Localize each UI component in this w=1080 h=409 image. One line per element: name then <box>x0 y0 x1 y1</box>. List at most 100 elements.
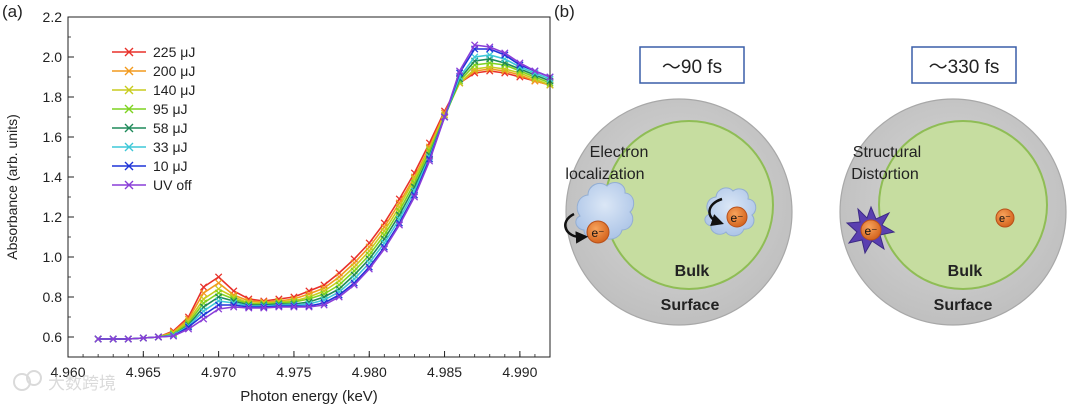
legend: 225 μJ 200 μJ 140 μJ 95 μJ 58 μJ 33 μJ 10 μJ UV… <box>112 44 195 193</box>
legend-marker <box>124 180 134 190</box>
data-point <box>199 289 208 297</box>
electron-icon <box>726 206 748 228</box>
data-point <box>275 303 283 311</box>
legend-item: 140 μJ <box>112 82 195 98</box>
y-tick-label: 1.8 <box>43 89 63 105</box>
legend-marker <box>124 161 134 171</box>
surface-label-right: Surface <box>934 297 993 314</box>
data-point <box>365 265 373 273</box>
legend-label: 10 μJ <box>153 158 188 174</box>
y-tick-label: 1.0 <box>43 249 63 265</box>
time-label-right: ～330 fs <box>929 57 1000 78</box>
data-point <box>335 293 343 301</box>
distortion-site-right: e⁻ <box>845 205 896 255</box>
electron-symbol: e⁻ <box>999 213 1011 225</box>
data-point <box>516 61 524 69</box>
data-point <box>275 302 283 310</box>
electron-symbol: e⁻ <box>730 211 743 225</box>
data-point <box>199 283 208 291</box>
data-point <box>471 41 479 49</box>
data-point <box>395 221 404 229</box>
x-tick-label: 4.980 <box>352 364 387 380</box>
data-point <box>350 279 358 287</box>
curved-arrow-icon <box>564 212 589 244</box>
data-point <box>214 305 223 313</box>
series-layer <box>94 41 554 343</box>
watermark-logo-icon <box>13 373 31 391</box>
data-point <box>425 157 434 165</box>
data-point <box>380 245 388 253</box>
data-point <box>290 302 298 310</box>
legend-item: 33 μJ <box>112 139 188 155</box>
data-point <box>320 301 328 309</box>
y-tick-label: 1.6 <box>43 129 63 145</box>
legend-marker <box>124 66 134 76</box>
data-point <box>184 325 193 333</box>
data-point <box>214 279 223 287</box>
electron-cloud-bulk-left: e⁻ <box>704 187 757 237</box>
bulk-label-right: Bulk <box>948 263 983 280</box>
nanoparticle-right: ～330 fs Structural Distortion e⁻ e⁻ Bulk… <box>839 46 1067 326</box>
y-tick-label: 1.2 <box>43 209 63 225</box>
data-point <box>169 332 178 340</box>
legend-marker <box>124 142 134 152</box>
data-point <box>154 333 163 341</box>
nanoparticle-left: ～90 fs Electron localization e⁻ e⁻ Bulk … <box>564 46 793 326</box>
watermark-text: 大数跨境 <box>48 374 116 393</box>
legend-marker <box>124 85 134 95</box>
panel-a-label: (a) <box>2 2 23 21</box>
bulk-label-left: Bulk <box>675 263 710 280</box>
watermark: 大数跨境 <box>13 370 116 393</box>
x-tick-label: 4.985 <box>427 364 462 380</box>
data-point <box>199 315 208 323</box>
process-label-right-line2: Distortion <box>851 166 919 183</box>
legend-label: UV off <box>153 177 192 193</box>
legend-marker <box>124 123 134 133</box>
process-label-left-line2: localization <box>565 166 644 183</box>
y-tick-label: 1.4 <box>43 169 63 185</box>
data-point <box>335 291 343 299</box>
electron-bulk-right: e⁻ <box>995 208 1015 228</box>
electron-symbol: e⁻ <box>591 226 604 240</box>
data-point <box>501 49 509 57</box>
data-point <box>516 59 524 67</box>
electron-symbol: e⁻ <box>864 224 877 238</box>
legend-item: UV off <box>112 177 192 193</box>
watermark-logo-icon <box>26 370 42 386</box>
data-point <box>109 335 117 343</box>
data-point <box>245 304 253 312</box>
legend-label: 58 μJ <box>153 120 188 136</box>
data-point <box>305 302 313 310</box>
y-tick-label: 0.6 <box>43 329 63 345</box>
time-box-right <box>911 46 1017 84</box>
legend-label: 140 μJ <box>153 82 195 98</box>
data-point <box>471 53 479 61</box>
data-point <box>290 303 298 311</box>
data-point <box>365 263 373 271</box>
legend-item: 95 μJ <box>112 101 188 117</box>
legend-marker <box>124 104 134 114</box>
legend-marker <box>124 47 134 57</box>
data-point <box>260 303 268 311</box>
data-point <box>455 67 464 75</box>
electron-icon <box>860 219 882 241</box>
y-axis-label: Absorbance (arb. units) <box>4 114 20 260</box>
panel-b-label: (b) <box>554 2 575 21</box>
process-label-right-line1: Structural <box>853 144 921 161</box>
axes-layer: 4.960 4.965 4.970 4.975 4.980 4.985 4.990 0.6 0.… <box>43 9 551 380</box>
time-label-left: ～90 fs <box>662 57 722 78</box>
y-tick-label: 0.8 <box>43 289 63 305</box>
y-tick-label: 2.0 <box>43 49 63 65</box>
data-point <box>486 43 494 51</box>
data-point <box>169 331 178 339</box>
data-point <box>139 334 147 342</box>
x-axis-label: Photon energy (keV) <box>240 388 378 405</box>
y-tick-label: 2.2 <box>43 9 63 25</box>
legend-item: 10 μJ <box>112 158 188 174</box>
data-point <box>260 304 268 312</box>
absorbance-chart: 4.960 4.965 4.970 4.975 4.980 4.985 4.990 0.6 0.… <box>4 9 554 405</box>
electron-cloud-surface-left: e⁻ <box>564 182 635 244</box>
bulk-core-right <box>878 120 1048 290</box>
legend-item: 200 μJ <box>112 63 195 79</box>
